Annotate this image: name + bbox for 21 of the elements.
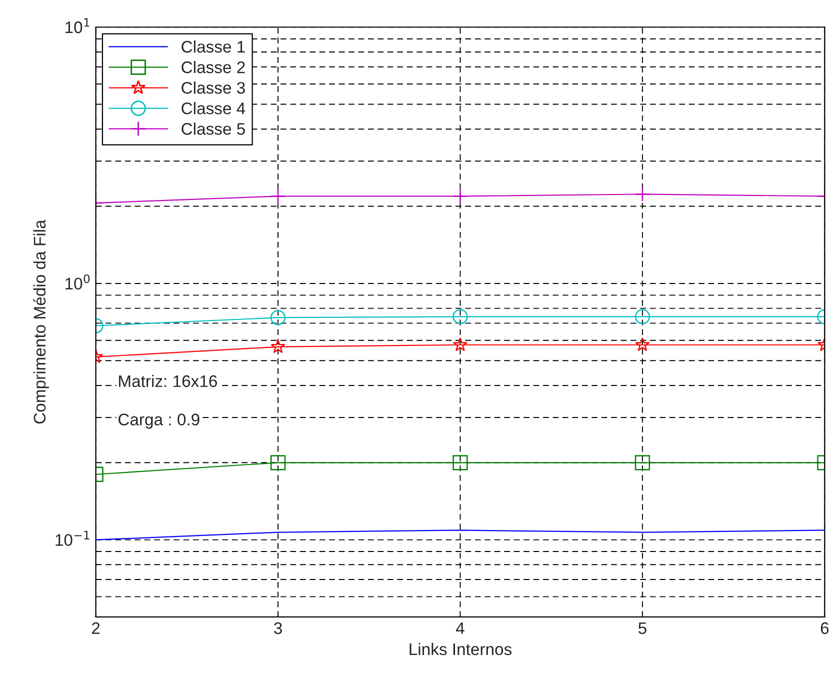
x-axis-title: Links Internos — [410, 642, 512, 656]
point — [453, 337, 468, 352]
x-tick-label: 2 — [92, 622, 100, 634]
annotation: Matriz: 16x16 — [119, 374, 217, 388]
annotation: Carga : 0.9 — [118, 414, 200, 429]
y-tick-label: 10$^{0}$ — [66, 274, 90, 290]
point — [452, 309, 468, 324]
point — [452, 455, 468, 470]
legend-label: Classe 4 — [182, 102, 246, 114]
legend-label: Classe 2 — [182, 60, 245, 74]
y-tick-label: 10$^{−1}$ — [56, 530, 90, 546]
point — [452, 188, 468, 204]
x-tick-label: 4 — [456, 622, 464, 634]
x-tick-label: 3 — [274, 622, 282, 634]
x-tick-label: 6 — [820, 622, 829, 634]
x-tick-label: 5 — [638, 622, 646, 634]
legend-label: Classe 3 — [182, 82, 245, 94]
y-tick-label: 10$^{1}$ — [66, 18, 90, 34]
legend-label: Classe 5 — [182, 122, 245, 135]
y-axis-title: Comprimento Médio da Fila — [33, 220, 49, 424]
legend-label: Classe 1 — [182, 40, 245, 53]
